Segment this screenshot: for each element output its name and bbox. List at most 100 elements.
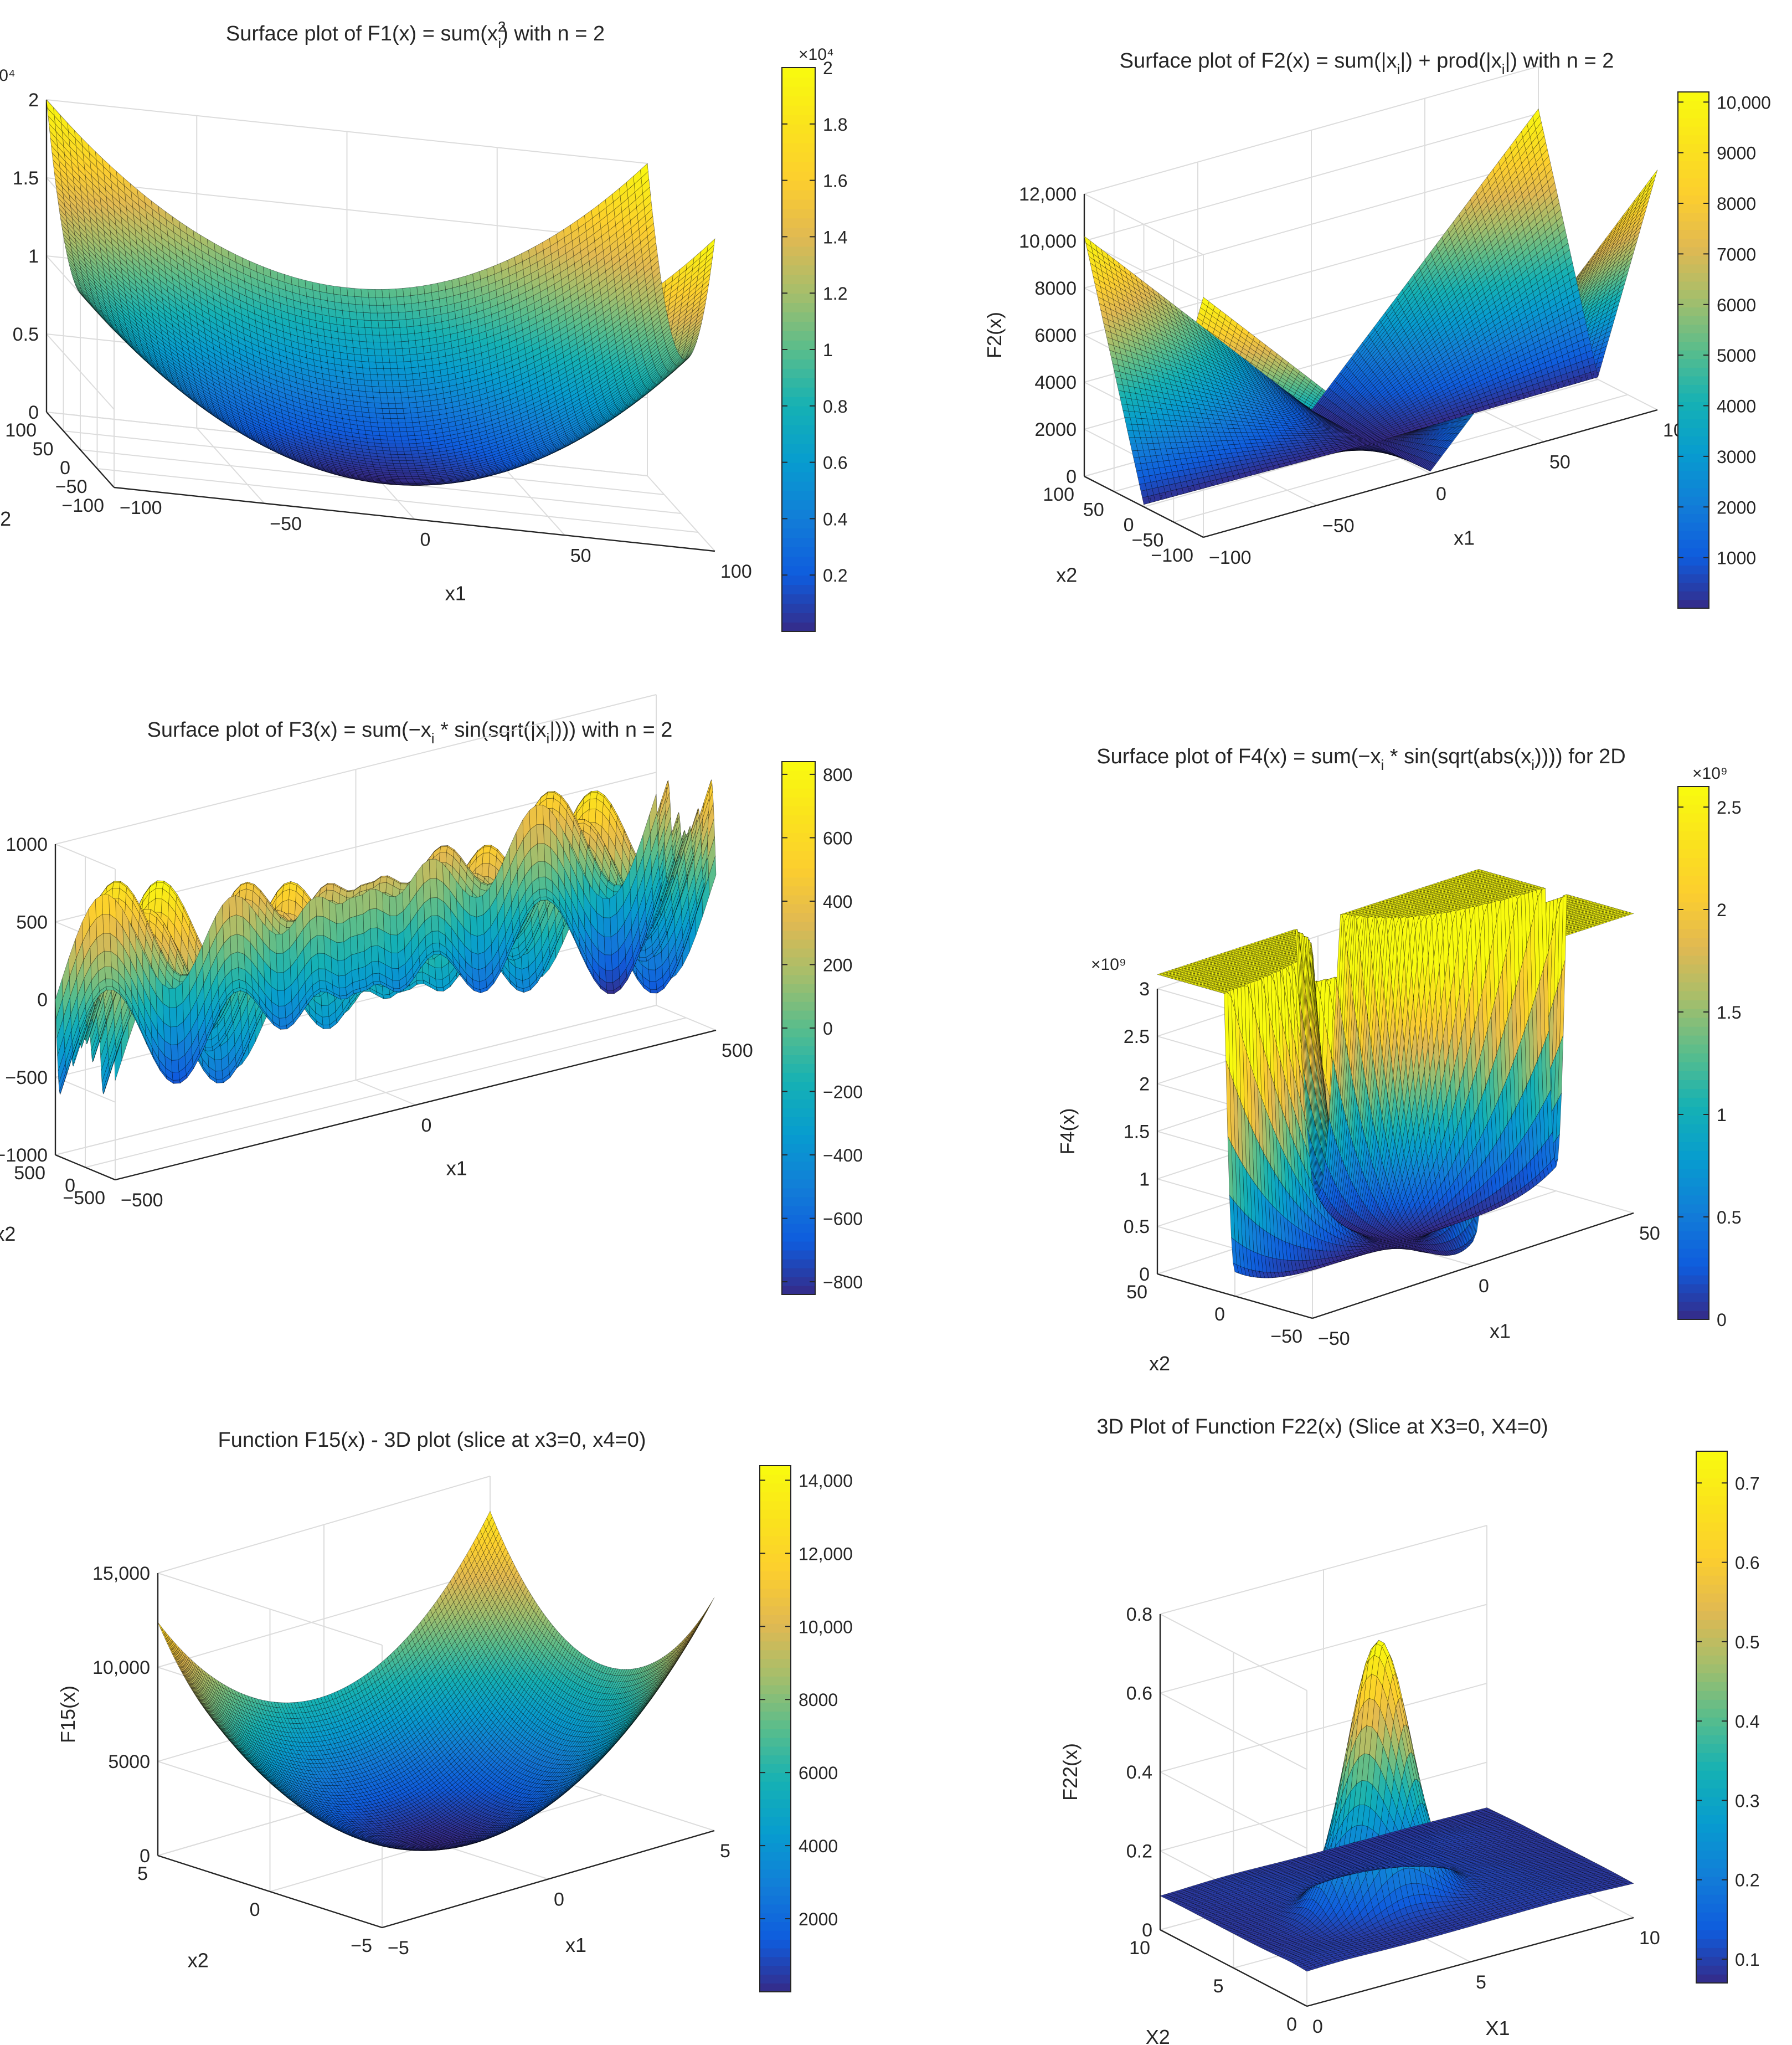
colorbar-swatch xyxy=(1678,599,1709,609)
colorbar-tick-label: 800 xyxy=(823,765,852,785)
x-axis-line xyxy=(1306,1916,1634,2007)
z-tick-label: 10,000 xyxy=(92,1657,150,1678)
colorbar-swatch xyxy=(782,246,815,256)
colorbar-tick-label: 2 xyxy=(823,58,833,78)
colorbar-swatch xyxy=(782,1099,815,1109)
colorbar-swatch xyxy=(760,1553,791,1563)
colorbar-tick-label: 14,000 xyxy=(799,1471,853,1491)
colorbar-swatch xyxy=(1678,919,1709,929)
colorbar-swatch xyxy=(1696,1460,1727,1469)
colorbar-swatch xyxy=(1678,513,1709,523)
colorbar-tick-label: −600 xyxy=(823,1209,863,1229)
colorbar-swatch xyxy=(760,1921,791,1931)
z-tick-label: 0.5 xyxy=(13,324,39,345)
colorbar-swatch xyxy=(1678,1062,1709,1071)
z-tick-label: 0.2 xyxy=(1126,1841,1152,1862)
colorbar-swatch xyxy=(1678,964,1709,974)
x-tick-label: −100 xyxy=(1209,547,1252,568)
colorbar-swatch xyxy=(1696,1531,1727,1540)
colorbar-swatch xyxy=(1678,884,1709,894)
colorbar-tick-label: 0.6 xyxy=(1735,1553,1759,1573)
colorbar-swatch xyxy=(782,850,815,860)
z-tick-label: 1000 xyxy=(6,834,48,855)
surface-f2 xyxy=(1084,108,1658,505)
colorbar-swatch xyxy=(760,1860,791,1870)
colorbar-swatch xyxy=(782,957,815,967)
colorbar-swatch xyxy=(782,841,815,851)
colorbar-tick-label: −800 xyxy=(823,1272,863,1292)
colorbar-swatch xyxy=(1696,1726,1727,1735)
colorbar-swatch xyxy=(782,424,815,435)
colorbar-tick-label: 0.2 xyxy=(823,566,847,585)
colorbar-swatch xyxy=(1678,255,1709,265)
colorbar-swatch xyxy=(1678,1186,1709,1196)
z-tick-label: 12,000 xyxy=(1019,184,1077,205)
colorbar-swatch xyxy=(1678,857,1709,867)
colorbar-swatch xyxy=(782,939,815,949)
colorbar-tick-label: 8000 xyxy=(1717,194,1756,214)
colorbar-swatch xyxy=(1678,427,1709,437)
colorbar-swatch xyxy=(1678,350,1709,359)
colorbar-swatch xyxy=(1696,1797,1727,1806)
y-tick-label: −500 xyxy=(63,1188,105,1209)
colorbar-swatch xyxy=(1696,1487,1727,1496)
colorbar-swatch xyxy=(1696,1469,1727,1478)
colorbar-swatch xyxy=(782,1196,815,1206)
z-tick-label: 0.8 xyxy=(1126,1604,1152,1625)
colorbar-swatch xyxy=(760,1693,791,1703)
colorbar-swatch xyxy=(760,1799,791,1808)
z-tick-label: 2 xyxy=(1139,1074,1150,1095)
colorbar-swatch xyxy=(760,1676,791,1686)
colorbar-swatch xyxy=(782,1046,815,1055)
colorbar-swatch xyxy=(782,1072,815,1082)
colorbar-swatch xyxy=(782,1250,815,1260)
colorbar-swatch xyxy=(1678,195,1709,204)
colorbar-swatch xyxy=(782,180,815,191)
colorbar-swatch xyxy=(1678,911,1709,921)
colorbar-swatch xyxy=(1678,1159,1709,1169)
colorbar-swatch xyxy=(782,877,815,887)
colorbar-tick-label: 10,000 xyxy=(1717,93,1771,112)
colorbar-swatch xyxy=(1696,1451,1727,1461)
colorbar-swatch xyxy=(782,255,815,266)
colorbar-tick-label: 200 xyxy=(823,955,852,975)
colorbar-swatch xyxy=(1696,1504,1727,1514)
z-tick-label: 1.5 xyxy=(1124,1122,1150,1143)
colorbar-tick-label: 10,000 xyxy=(799,1617,853,1637)
x-tick-label: 0 xyxy=(1479,1276,1489,1297)
chart-panel-f3: Surface plot of F3(x) = sum(−xi * sin(sq… xyxy=(0,694,863,1295)
x-tick-label: −500 xyxy=(121,1190,163,1211)
colorbar-swatch xyxy=(1678,1221,1709,1231)
axes xyxy=(1159,1614,1634,2007)
colorbar-swatch xyxy=(1696,1496,1727,1505)
colorbar-tick-label: 2000 xyxy=(799,1909,838,1929)
colorbar-swatch xyxy=(760,1702,791,1712)
colorbar-swatch xyxy=(782,886,815,896)
colorbar-swatch xyxy=(782,1161,815,1171)
colorbar-swatch xyxy=(1678,531,1709,540)
colorbar-swatch xyxy=(760,1466,791,1475)
colorbar-swatch xyxy=(1678,169,1709,179)
y-tick-label: 50 xyxy=(1126,1282,1147,1303)
z-tick-label: 1 xyxy=(28,246,39,267)
colorbar-swatch xyxy=(782,1108,815,1118)
z-tick-label: 0 xyxy=(37,990,48,1011)
colorbar-swatch xyxy=(1678,990,1709,1000)
colorbar-swatch xyxy=(1678,315,1709,325)
colorbar-swatch xyxy=(1678,290,1709,299)
chart-title-f22: 3D Plot of Function F22(x) (Slice at X3=… xyxy=(1096,1415,1548,1438)
colorbar-swatch xyxy=(782,824,815,833)
colorbar-swatch xyxy=(782,762,815,771)
z-tick-label: 10,000 xyxy=(1019,231,1077,252)
colorbar-swatch xyxy=(1696,1655,1727,1664)
y-tick-label: 0 xyxy=(1286,2014,1297,2035)
colorbar-swatch xyxy=(782,537,815,548)
colorbar-swatch xyxy=(760,1948,791,1957)
colorbar-swatch xyxy=(1696,1965,1727,1975)
surface-f3 xyxy=(55,779,717,1096)
colorbar-swatch xyxy=(1678,487,1709,497)
colorbar-swatch xyxy=(782,86,815,96)
x-tick-label: −5 xyxy=(388,1938,409,1959)
colorbar-swatch xyxy=(1678,1008,1709,1018)
